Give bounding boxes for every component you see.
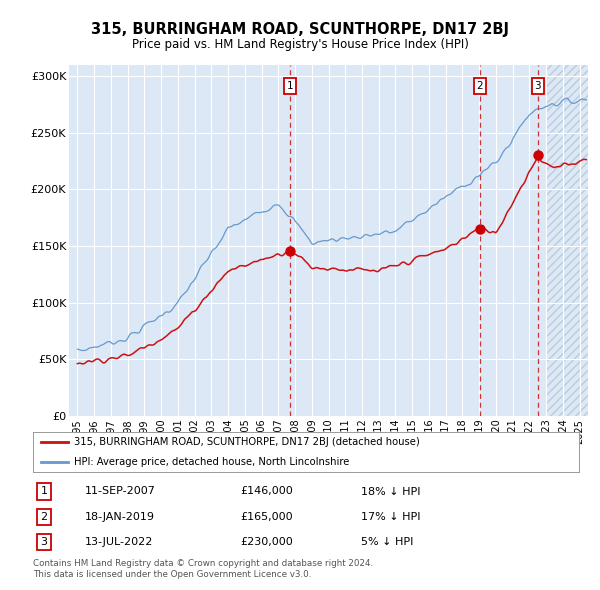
Text: 2: 2 <box>40 512 47 522</box>
Text: 3: 3 <box>535 81 541 91</box>
Text: 1: 1 <box>40 487 47 496</box>
Text: 3: 3 <box>40 537 47 547</box>
Text: This data is licensed under the Open Government Licence v3.0.: This data is licensed under the Open Gov… <box>33 570 311 579</box>
Text: Price paid vs. HM Land Registry's House Price Index (HPI): Price paid vs. HM Land Registry's House … <box>131 38 469 51</box>
Text: 315, BURRINGHAM ROAD, SCUNTHORPE, DN17 2BJ (detached house): 315, BURRINGHAM ROAD, SCUNTHORPE, DN17 2… <box>74 437 420 447</box>
Text: 1: 1 <box>287 81 293 91</box>
Text: Contains HM Land Registry data © Crown copyright and database right 2024.: Contains HM Land Registry data © Crown c… <box>33 559 373 568</box>
Text: £165,000: £165,000 <box>241 512 293 522</box>
Text: £146,000: £146,000 <box>241 487 293 496</box>
Text: 5% ↓ HPI: 5% ↓ HPI <box>361 537 413 547</box>
Text: 11-SEP-2007: 11-SEP-2007 <box>85 487 156 496</box>
Text: 18-JAN-2019: 18-JAN-2019 <box>85 512 155 522</box>
Text: 13-JUL-2022: 13-JUL-2022 <box>85 537 153 547</box>
Text: 18% ↓ HPI: 18% ↓ HPI <box>361 487 420 496</box>
Text: 2: 2 <box>477 81 484 91</box>
Text: £230,000: £230,000 <box>241 537 293 547</box>
Text: 17% ↓ HPI: 17% ↓ HPI <box>361 512 420 522</box>
Text: HPI: Average price, detached house, North Lincolnshire: HPI: Average price, detached house, Nort… <box>74 457 349 467</box>
Text: 315, BURRINGHAM ROAD, SCUNTHORPE, DN17 2BJ: 315, BURRINGHAM ROAD, SCUNTHORPE, DN17 2… <box>91 22 509 37</box>
Bar <box>546 65 588 416</box>
